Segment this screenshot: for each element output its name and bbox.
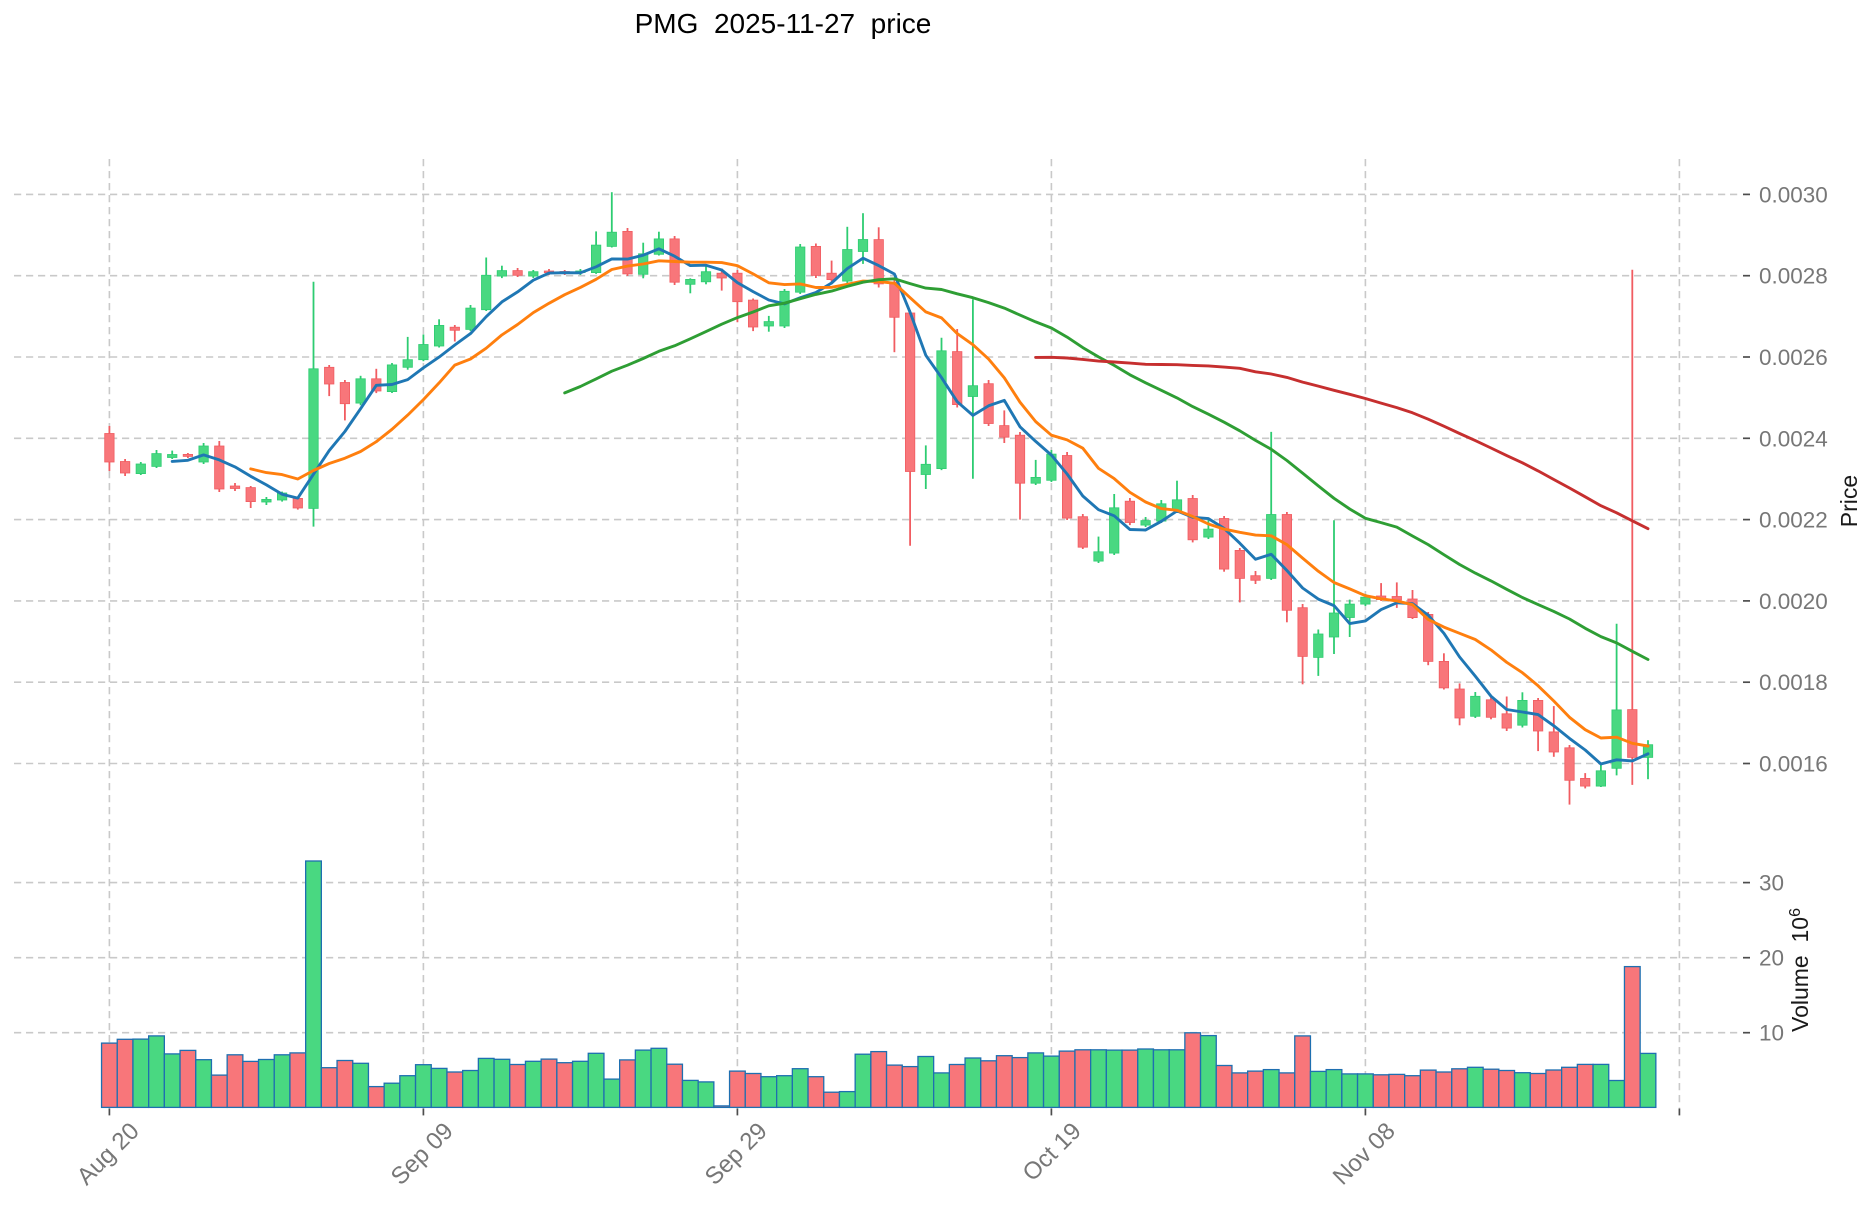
svg-text:20: 20 <box>1759 946 1784 971</box>
svg-text:30: 30 <box>1759 871 1784 896</box>
svg-text:0.0030: 0.0030 <box>1759 182 1828 207</box>
svg-text:0.0024: 0.0024 <box>1759 426 1828 451</box>
svg-text:Price: Price <box>1836 475 1862 527</box>
svg-text:0.0028: 0.0028 <box>1759 264 1828 289</box>
svg-text:0.0020: 0.0020 <box>1759 589 1828 614</box>
svg-text:0.0026: 0.0026 <box>1759 345 1828 370</box>
svg-text:0.0016: 0.0016 <box>1759 752 1828 777</box>
svg-text:PMG 2025-11-27 price: PMG 2025-11-27 price <box>635 8 932 39</box>
svg-text:0.0018: 0.0018 <box>1759 670 1828 695</box>
svg-text:10: 10 <box>1759 1021 1784 1046</box>
svg-text:Volume 106: Volume 106 <box>1787 908 1813 1032</box>
svg-text:0.0022: 0.0022 <box>1759 508 1828 533</box>
